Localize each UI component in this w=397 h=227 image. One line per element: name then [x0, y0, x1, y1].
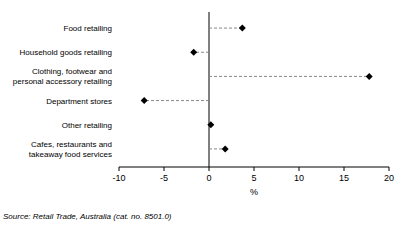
source-note: Source: Retail Trade, Australia (cat. no… [3, 212, 172, 221]
x-tick [299, 167, 300, 171]
marks [141, 25, 373, 153]
x-tick [209, 167, 210, 171]
category-label: Food retailing [64, 24, 112, 33]
marker [366, 73, 373, 80]
stem [144, 100, 209, 101]
x-tick-label: -10 [112, 173, 125, 183]
marker [239, 25, 246, 32]
x-tick [389, 167, 390, 171]
x-tick [344, 167, 345, 171]
category-label: Other retailing [62, 121, 112, 130]
category-label: Cafes, restaurants andtakeaway food serv… [29, 140, 112, 159]
category-label: Clothing, footwear andpersonal accessory… [13, 67, 112, 86]
x-tick [164, 167, 165, 171]
marker [141, 97, 148, 104]
x-tick-label: -5 [160, 173, 168, 183]
x-tick-label: 20 [384, 173, 394, 183]
marker [190, 49, 197, 56]
chart: -10 -5 0 5 10 15 20% Food retailing Household go… [0, 0, 397, 227]
stem [209, 28, 242, 29]
stem [209, 76, 369, 77]
x-tick-label: 10 [294, 173, 304, 183]
x-axis-label: % [250, 187, 258, 197]
category-label: Department stores [46, 97, 112, 106]
category-label: Household goods retailing [19, 48, 112, 57]
x-tick-label: 0 [206, 173, 211, 183]
x-tick-label: 15 [339, 173, 349, 183]
x-tick-label: 5 [251, 173, 256, 183]
zero-line [209, 12, 210, 167]
marker [207, 121, 214, 128]
x-tick [119, 167, 120, 171]
x-tick [254, 167, 255, 171]
marker [222, 145, 229, 152]
